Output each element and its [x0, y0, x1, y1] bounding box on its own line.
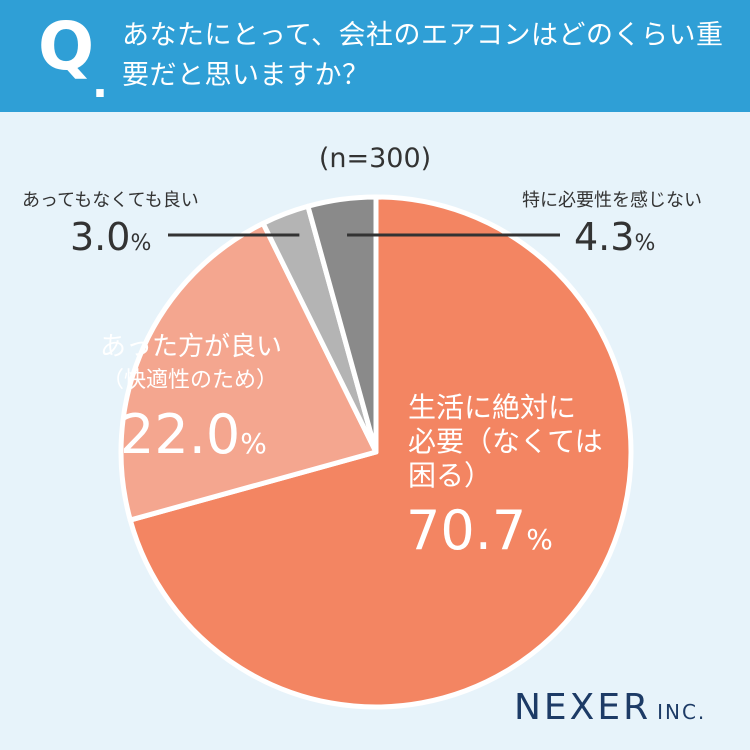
- slice-essential: [127, 194, 634, 710]
- slice-label-nice-to-have: あった方が良い: [100, 332, 283, 362]
- question-mark: Q: [38, 8, 95, 85]
- slice-value-nice-to-have: 22.0%: [120, 403, 267, 466]
- slice-value-unnecessary: 4.3%: [574, 215, 656, 259]
- slice-label-unnecessary: 特に必要性を感じない: [522, 190, 702, 211]
- slice-label-nice-to-have-reason: （快適性のため）: [102, 368, 279, 393]
- slice-label-essential-line3: 困る）: [408, 459, 493, 492]
- slice-value-optional: 3.0%: [70, 215, 152, 259]
- slice-label-essential-line2: 必要（なくては: [408, 425, 603, 458]
- slice-unnecessary: [305, 194, 379, 455]
- slice-value-essential: 70.7%: [406, 499, 553, 562]
- slice-label-optional: あってもなくても良い: [22, 190, 199, 211]
- sample-size: (n=300): [318, 143, 432, 174]
- slice-label-essential-line1: 生活に絶対に: [408, 391, 577, 424]
- question-mark-dot: .: [92, 58, 108, 107]
- question-text: あなたにとって、会社のエアコンはどのくらい重要だと思いますか？: [122, 20, 724, 91]
- nexer-logo: NEXER INC.: [514, 687, 707, 728]
- question-banner: Q . あなたにとって、会社のエアコンはどのくらい重要だと思いますか？: [0, 0, 750, 112]
- slice-nice-to-have: [118, 220, 379, 523]
